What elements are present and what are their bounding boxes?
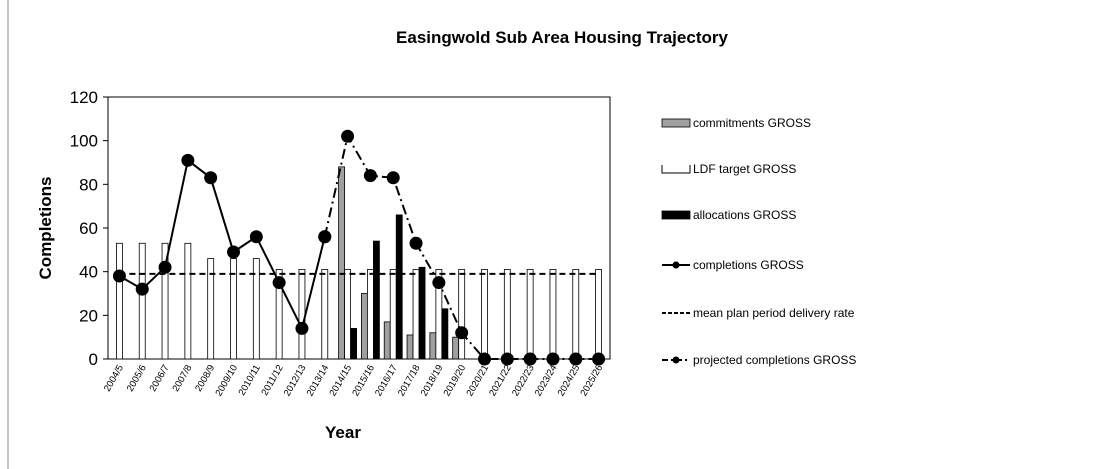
legend-swatch [662,165,690,173]
marker [432,276,446,290]
bar [503,269,511,360]
marker [318,230,332,244]
bar [526,269,534,360]
marker [500,352,514,366]
y-tick-label: 20 [79,306,98,325]
legend-swatch [661,165,691,174]
bar [418,266,426,360]
marker [546,352,560,366]
legend-swatch [661,210,691,220]
x-tick-label: 2006/7 [148,363,172,394]
marker [569,352,583,366]
bar [184,242,192,360]
bar [412,269,420,360]
bar [389,269,397,360]
bar [406,334,414,360]
y-tick-label: 100 [70,132,98,151]
bar [252,258,260,360]
bar [207,258,215,360]
bar [595,269,602,360]
marker [158,260,172,274]
bar [350,328,357,360]
y-tick-label: 60 [79,219,98,238]
plot-area [107,96,611,360]
marker [523,352,537,366]
bar [161,242,169,360]
legend-label: mean plan period delivery rate [693,306,855,320]
y-tick-label: 80 [79,175,98,194]
marker [455,326,469,340]
bar [230,258,237,360]
chart-title: Easingwold Sub Area Housing Trajectory [396,28,728,47]
line [118,158,326,332]
marker [227,245,240,259]
bar [452,336,460,360]
bar [383,321,391,360]
bar [344,269,351,360]
bar [298,269,306,360]
x-tick-label: 2004/5 [102,363,126,394]
bar [138,242,146,360]
legend-swatch [661,118,691,128]
legend-label: commitments GROSS [693,116,811,130]
bar [458,269,466,360]
marker [295,321,309,335]
bar [275,269,283,360]
legend-label: completions GROSS [693,258,804,272]
marker [135,282,149,296]
marker [592,352,606,366]
bar [338,166,345,360]
bar [321,269,329,360]
legend-label: allocations GROSS [693,208,796,222]
bar [481,269,488,360]
x-tick-label: 2008/9 [193,363,217,394]
y-axis-label: Completions [36,177,55,280]
bar [549,269,557,360]
legend-swatch [672,261,680,269]
marker [478,352,491,366]
x-tick-label: 2005/6 [125,363,149,394]
bar [116,242,123,360]
marker [249,230,263,244]
bar [373,240,380,360]
bar [361,293,368,360]
legend-label: LDF target GROSS [693,162,796,176]
bar [367,269,374,360]
marker [363,169,377,183]
x-axis-label: Year [325,423,361,442]
marker [386,171,400,185]
bar [395,214,403,360]
legend-label: projected completions GROSS [693,353,856,367]
marker [112,269,126,283]
marker [341,129,355,143]
y-tick-label: 0 [89,350,98,369]
bar [572,269,580,360]
bar [429,332,437,360]
marker [204,171,218,185]
marker [272,276,286,290]
marker [409,236,423,250]
x-tick-label: 2007/8 [170,363,194,394]
y-tick-label: 120 [70,88,98,107]
legend-swatch [672,356,680,364]
bar [441,308,449,360]
marker [181,153,195,167]
x-tick-label: 2025/26 [578,363,605,398]
y-tick-label: 40 [79,263,98,282]
